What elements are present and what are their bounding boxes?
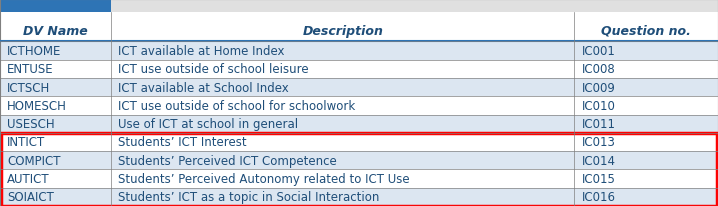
- Text: USESCH: USESCH: [7, 118, 55, 131]
- Text: HOMESCH: HOMESCH: [7, 99, 67, 112]
- Bar: [0, 60, 718, 78]
- Bar: [0, 170, 718, 188]
- Bar: [111, 0, 718, 13]
- Text: ICTSCH: ICTSCH: [7, 81, 50, 94]
- Bar: [0, 13, 718, 42]
- Text: ICT available at School Index: ICT available at School Index: [118, 81, 289, 94]
- Text: IC015: IC015: [582, 172, 615, 185]
- Text: Students’ Perceived ICT Competence: Students’ Perceived ICT Competence: [118, 154, 337, 167]
- Text: DV Name: DV Name: [23, 25, 88, 38]
- Bar: [0, 78, 718, 97]
- Text: Students’ ICT as a topic in Social Interaction: Students’ ICT as a topic in Social Inter…: [118, 190, 380, 203]
- Text: ICT use outside of school leisure: ICT use outside of school leisure: [118, 63, 309, 76]
- Text: Description: Description: [302, 25, 383, 38]
- Bar: [0, 42, 718, 60]
- Text: ICT use outside of school for schoolwork: ICT use outside of school for schoolwork: [118, 99, 355, 112]
- Bar: [0, 188, 718, 206]
- Bar: [0, 115, 718, 133]
- Text: IC016: IC016: [582, 190, 615, 203]
- Text: AUTICT: AUTICT: [7, 172, 50, 185]
- Bar: [0, 97, 718, 115]
- Text: COMPICT: COMPICT: [7, 154, 61, 167]
- Bar: [0, 151, 718, 170]
- Text: IC011: IC011: [582, 118, 615, 131]
- Text: ENTUSE: ENTUSE: [7, 63, 54, 76]
- Text: ICTHOME: ICTHOME: [7, 45, 62, 58]
- Bar: [1, 133, 717, 206]
- Text: Students’ ICT Interest: Students’ ICT Interest: [118, 136, 247, 149]
- Text: INTICT: INTICT: [7, 136, 45, 149]
- Text: IC008: IC008: [582, 63, 615, 76]
- Text: IC013: IC013: [582, 136, 615, 149]
- Bar: [0, 133, 718, 151]
- Text: Students’ Perceived Autonomy related to ICT Use: Students’ Perceived Autonomy related to …: [118, 172, 410, 185]
- Text: IC001: IC001: [582, 45, 615, 58]
- Text: IC010: IC010: [582, 99, 615, 112]
- Text: ICT available at Home Index: ICT available at Home Index: [118, 45, 285, 58]
- Text: IC014: IC014: [582, 154, 615, 167]
- Text: IC009: IC009: [582, 81, 615, 94]
- Text: Use of ICT at school in general: Use of ICT at school in general: [118, 118, 299, 131]
- Text: SOIAICT: SOIAICT: [7, 190, 54, 203]
- Bar: [0, 0, 111, 13]
- Text: Question no.: Question no.: [601, 25, 691, 38]
